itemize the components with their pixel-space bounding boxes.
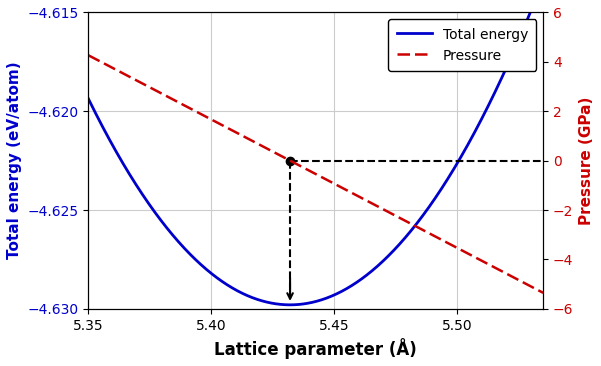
Total energy xyxy=(440,183,447,188)
Total energy xyxy=(287,303,294,307)
Total energy xyxy=(448,170,456,175)
Total energy xyxy=(269,301,276,306)
Y-axis label: Total energy (eV/atom): Total energy (eV/atom) xyxy=(7,62,22,259)
Total energy xyxy=(285,303,293,307)
Pressure xyxy=(540,291,547,295)
Line: Total energy: Total energy xyxy=(88,0,543,305)
Line: Pressure: Pressure xyxy=(88,55,543,293)
Pressure xyxy=(285,158,293,162)
Pressure xyxy=(85,53,92,57)
X-axis label: Lattice parameter (Å): Lattice parameter (Å) xyxy=(215,338,417,359)
Pressure xyxy=(397,216,404,221)
Legend: Total energy, Pressure: Total energy, Pressure xyxy=(388,19,536,71)
Pressure xyxy=(448,243,455,247)
Total energy xyxy=(398,240,405,244)
Pressure xyxy=(439,238,447,243)
Pressure xyxy=(131,77,138,82)
Total energy xyxy=(131,181,138,185)
Pressure xyxy=(269,149,276,154)
Y-axis label: Pressure (GPa): Pressure (GPa) xyxy=(579,96,594,225)
Total energy xyxy=(85,97,92,101)
